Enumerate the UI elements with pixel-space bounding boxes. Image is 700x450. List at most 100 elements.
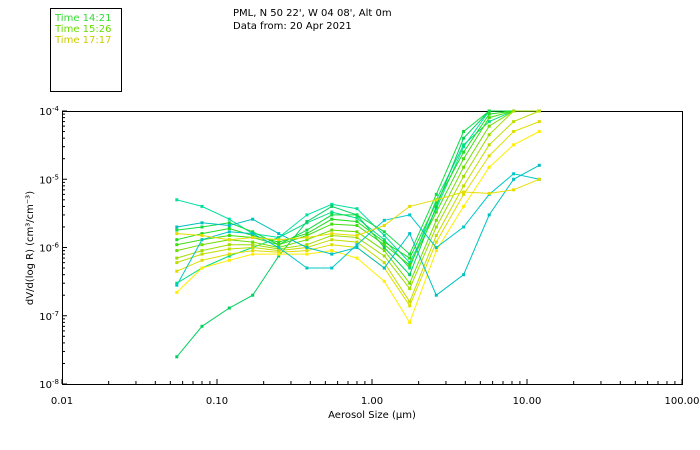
legend-entry-2: Time 15:26: [54, 24, 111, 35]
data-point: [305, 243, 308, 246]
data-point: [435, 193, 438, 196]
data-point: [356, 257, 359, 260]
data-point: [383, 224, 386, 227]
data-point: [305, 249, 308, 252]
data-point: [462, 130, 465, 133]
data-point: [512, 120, 515, 123]
data-point: [330, 229, 333, 232]
y-tick-label: 10-8: [39, 378, 59, 391]
data-point: [201, 249, 204, 252]
data-point: [330, 249, 333, 252]
data-point: [228, 307, 231, 310]
data-point: [435, 294, 438, 297]
data-point: [408, 287, 411, 290]
data-point: [383, 243, 386, 246]
data-point: [251, 249, 254, 252]
data-point: [175, 243, 178, 246]
data-point: [251, 253, 254, 256]
data-point: [356, 234, 359, 237]
data-point: [330, 213, 333, 216]
data-point: [356, 207, 359, 210]
data-point: [538, 110, 541, 113]
y-tick-label: 10-5: [39, 173, 59, 186]
data-point: [383, 234, 386, 237]
data-point: [408, 232, 411, 235]
data-point: [201, 325, 204, 328]
data-point: [538, 120, 541, 123]
data-point: [488, 166, 491, 169]
x-tick-label: 0.01: [51, 396, 73, 407]
data-point: [251, 241, 254, 244]
data-point: [228, 259, 231, 262]
series-line: [177, 111, 540, 357]
data-point: [462, 143, 465, 146]
data-point: [175, 198, 178, 201]
data-point: [512, 188, 515, 191]
data-point: [356, 213, 359, 216]
x-axis-label: Aerosol Size (μm): [328, 410, 416, 421]
data-point: [488, 154, 491, 157]
tick-layer: 0.01 0.10 1.00 10.00 100.0010-410-510-610-71…: [39, 105, 699, 407]
data-point: [228, 218, 231, 221]
data-point: [305, 213, 308, 216]
y-tick-label: 10-6: [39, 242, 59, 255]
data-point: [330, 218, 333, 221]
data-point: [228, 230, 231, 233]
data-point: [356, 220, 359, 223]
data-point: [435, 249, 438, 252]
data-point: [488, 113, 491, 116]
data-point: [201, 243, 204, 246]
data-point: [435, 201, 438, 204]
data-point: [277, 246, 280, 249]
data-point: [435, 219, 438, 222]
data-point: [462, 226, 465, 229]
data-point: [228, 227, 231, 230]
data-point: [512, 130, 515, 133]
y-axis-label: dV/d(log R) (cm³/cm⁻³): [25, 191, 36, 305]
data-point: [383, 219, 386, 222]
data-point: [277, 232, 280, 235]
data-point: [175, 291, 178, 294]
data-point: [462, 205, 465, 208]
data-point: [512, 172, 515, 175]
data-point: [228, 243, 231, 246]
data-point: [251, 218, 254, 221]
data-point: [251, 236, 254, 239]
data-point: [462, 157, 465, 160]
data-point: [201, 267, 204, 270]
data-point: [330, 232, 333, 235]
data-point: [538, 130, 541, 133]
data-point: [277, 243, 280, 246]
data-point: [383, 246, 386, 249]
data-point: [228, 221, 231, 224]
data-point: [408, 213, 411, 216]
data-point: [383, 280, 386, 283]
series-line: [177, 165, 540, 295]
data-point: [330, 238, 333, 241]
data-point: [488, 120, 491, 123]
data-point: [435, 226, 438, 229]
data-point: [462, 137, 465, 140]
data-point: [175, 257, 178, 260]
data-point: [408, 321, 411, 324]
data-point: [330, 253, 333, 256]
series-line: [177, 111, 540, 302]
data-point: [277, 238, 280, 241]
data-point: [408, 273, 411, 276]
y-tick-label: 10-4: [39, 105, 59, 118]
x-tick-label: 1.00: [361, 396, 383, 407]
data-point: [305, 229, 308, 232]
data-point: [330, 211, 333, 214]
data-point: [512, 178, 515, 181]
data-point: [435, 198, 438, 201]
data-point: [488, 133, 491, 136]
data-point: [383, 267, 386, 270]
data-point: [462, 166, 465, 169]
data-point: [512, 110, 515, 113]
data-point: [512, 143, 515, 146]
data-point: [175, 249, 178, 252]
data-point: [462, 191, 465, 194]
data-point: [201, 259, 204, 262]
data-point: [201, 253, 204, 256]
